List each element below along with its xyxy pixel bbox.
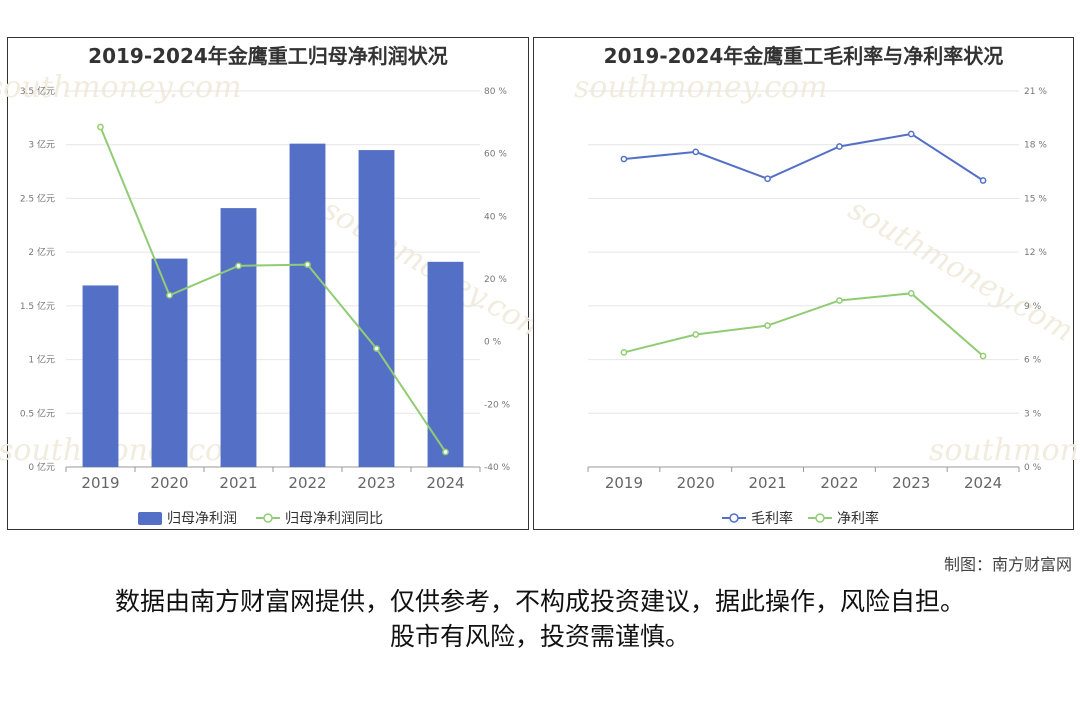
y-right-tick-label: 60 % <box>484 150 507 160</box>
legend-swatch-net-profit <box>138 512 162 525</box>
point-gross-margin <box>979 177 987 184</box>
chart-canvas-left: 0 亿元 0.5 亿元 1 亿元 1.5 亿元 2 亿元 2.5 亿元 3 亿元 3.5 亿元… <box>20 85 511 527</box>
point-net-profit-yoy <box>235 262 242 270</box>
x-tick-label: 2021 <box>748 474 786 492</box>
legend-marker-yoy <box>263 513 273 523</box>
x-tick-label: 2022 <box>288 474 326 492</box>
legend-label-net-profit: 归母净利润 <box>167 510 237 527</box>
point-net-margin <box>979 352 987 360</box>
chart-panel-net-profit: southmoney.com southmoney.com southmoney… <box>0 37 553 530</box>
x-tick-label: 2024 <box>426 474 464 492</box>
y-right-tick-label: 6 % <box>1024 356 1042 366</box>
y-left-tick-label: 3.5 亿元 <box>20 85 55 97</box>
disclaimer-line-1: 数据由南方财富网提供，仅供参考，不构成投资建议，据此操作，风险自担。 <box>114 587 965 616</box>
chart-canvas-right: 0 % 3 % 6 % 9 % 12 % 15 % 18 % 21 % 2019 2020 2021… <box>587 87 1047 527</box>
legend-marker-net-margin <box>815 513 825 523</box>
y-right-tick-label: 3 % <box>1024 409 1042 419</box>
point-gross-margin <box>764 175 771 183</box>
y-right-tick-label: 0 % <box>1024 463 1042 473</box>
y-left-tick-label: 0.5 亿元 <box>20 407 55 419</box>
chart-title: 2019-2024年金鹰重工归母净利润状况 <box>88 44 448 68</box>
chart-title: 2019-2024年金鹰重工毛利率与净利率状况 <box>603 44 1004 68</box>
y-right-tick-label: 12 % <box>1024 248 1047 258</box>
y-right-tick-label: 15 % <box>1024 194 1047 204</box>
x-tick-label: 2020 <box>150 474 188 492</box>
y-right-tick-label: 0 % <box>484 338 502 348</box>
y-right-tick-label: -40 % <box>484 463 511 473</box>
y-right-tick-label: 21 % <box>1024 87 1047 97</box>
y-right-tick-label: 80 % <box>484 87 507 97</box>
chart-panel-margins: southmoney.com southmoney.com southmoney… <box>533 37 1080 530</box>
point-net-profit-yoy <box>166 291 173 299</box>
point-gross-margin <box>907 130 915 138</box>
x-tick-label: 2019 <box>605 474 643 492</box>
y-right-tick-label: 9 % <box>1024 302 1042 312</box>
point-net-profit-yoy <box>442 448 449 456</box>
bar-net-profit <box>358 150 395 467</box>
legend-label-net-margin: 净利率 <box>837 510 879 527</box>
point-net-margin <box>836 297 843 304</box>
point-net-margin <box>764 322 771 329</box>
bar-net-profit <box>427 261 464 467</box>
y-right-tick-label: 40 % <box>484 212 507 222</box>
y-left-tick-label: 1.5 亿元 <box>20 300 55 312</box>
legend-label-yoy: 归母净利润同比 <box>285 510 383 527</box>
x-tick-label: 2022 <box>820 474 858 492</box>
point-net-margin <box>620 349 628 356</box>
point-net-margin <box>692 331 700 338</box>
y-right-tick-label: 20 % <box>484 275 507 285</box>
point-gross-margin <box>692 148 700 156</box>
bar-net-profit <box>82 285 119 467</box>
point-gross-margin <box>836 143 843 150</box>
y-left-tick-label: 3 亿元 <box>28 139 55 151</box>
bar-net-profit <box>220 208 257 467</box>
x-tick-label: 2023 <box>357 474 395 492</box>
y-right-tick-label: -20 % <box>484 400 511 410</box>
point-net-profit-yoy <box>97 123 104 131</box>
y-left-tick-label: 1 亿元 <box>28 354 55 366</box>
y-left-tick-label: 2.5 亿元 <box>20 192 55 204</box>
legend-label-gross-margin: 毛利率 <box>751 510 793 527</box>
y-left-tick-label: 0 亿元 <box>28 461 55 473</box>
x-tick-label: 2021 <box>219 474 257 492</box>
point-net-margin <box>907 289 915 297</box>
line-gross-margin <box>623 132 984 182</box>
line-net-margin <box>623 292 984 357</box>
point-gross-margin <box>620 155 628 163</box>
y-right-tick-label: 18 % <box>1024 141 1047 151</box>
line-net-profit-yoy <box>99 126 447 453</box>
x-tick-label: 2020 <box>677 474 715 492</box>
chart-credit: 制图：南方财富网 <box>943 555 1072 574</box>
x-tick-label: 2024 <box>964 474 1002 492</box>
y-left-tick-label: 2 亿元 <box>28 246 55 258</box>
bar-net-profit <box>289 143 326 467</box>
legend-marker-gross-margin <box>729 513 739 523</box>
x-tick-label: 2023 <box>892 474 930 492</box>
point-net-profit-yoy <box>373 345 380 352</box>
disclaimer-line-2: 股市有风险，投资需谨慎。 <box>389 622 690 651</box>
x-tick-label: 2019 <box>81 474 119 492</box>
point-net-profit-yoy <box>304 261 311 268</box>
